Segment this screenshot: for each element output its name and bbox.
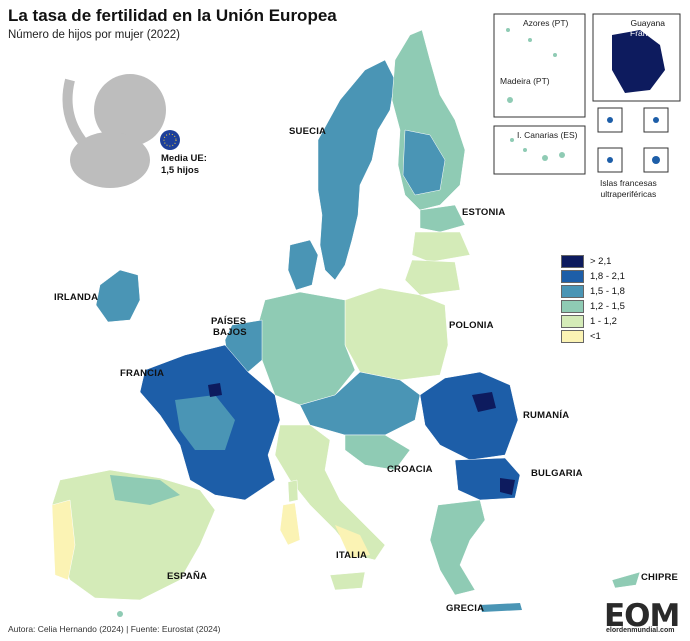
- romania-region: [419, 371, 519, 461]
- legend-swatch-4: [561, 315, 584, 328]
- central-region: [299, 371, 421, 436]
- legend-label-1: 1,8 - 2,1: [590, 271, 625, 282]
- label-francia: FRANCIA: [120, 368, 165, 379]
- denmark-region: [287, 239, 319, 291]
- legend-swatch-1: [561, 270, 584, 283]
- legend-item: 1,5 - 1,8: [561, 284, 625, 299]
- guayana-inset: [592, 13, 681, 102]
- germany-region: [257, 291, 356, 406]
- lithuania-region: [404, 259, 461, 296]
- sicily: [329, 571, 366, 591]
- france-lighter: [175, 395, 235, 450]
- label-polonia: POLONIA: [449, 320, 494, 331]
- italy-south: [335, 525, 370, 558]
- sardinia: [279, 502, 301, 546]
- poland-region: [344, 287, 449, 381]
- croatia-region: [344, 434, 411, 471]
- outermost-islands-inset: [597, 107, 669, 173]
- finland-south: [402, 129, 446, 196]
- estonia-region: [419, 204, 466, 233]
- legend-label-0: > 2,1: [590, 256, 612, 267]
- eu-flag-icon: [160, 130, 180, 150]
- romania-dark: [472, 392, 496, 412]
- eu-average-line1: Media UE:: [161, 153, 207, 164]
- label-paises-bajos: PAÍSES BAJOS: [211, 316, 247, 338]
- portugal-region: [51, 499, 76, 581]
- label-croacia: CROACIA: [387, 464, 433, 475]
- label-espana: ESPAÑA: [167, 571, 208, 582]
- legend-item: > 2,1: [561, 254, 625, 269]
- legend-swatch-5: [561, 330, 584, 343]
- label-italia: ITALIA: [336, 550, 368, 561]
- legend-label-2: 1,5 - 1,8: [590, 286, 625, 297]
- legend: > 2,1 1,8 - 2,1 1,5 - 1,8 1,2 - 1,5 1 - …: [561, 254, 625, 344]
- inset-madeira-label: Madeira (PT): [500, 76, 550, 86]
- eom-logo: EOM: [604, 598, 680, 634]
- guayana-shape: [612, 30, 665, 93]
- sweden-region: [317, 59, 396, 281]
- legend-item: 1,2 - 1,5: [561, 299, 625, 314]
- label-paises-bajos-line2: BAJOS: [213, 327, 247, 338]
- legend-swatch-0: [561, 255, 584, 268]
- latvia-region: [411, 231, 471, 263]
- page-title: La tasa de fertilidad en la Unión Europe…: [8, 6, 337, 25]
- crete: [480, 603, 522, 612]
- legend-swatch-2: [561, 285, 584, 298]
- inset-guayana-line2: Francesa: [630, 28, 666, 38]
- cyprus-region: [611, 571, 641, 589]
- label-suecia: SUECIA: [289, 126, 327, 137]
- footer-credits: Autora: Celia Hernando (2024) | Fuente: …: [8, 624, 221, 634]
- corsica: [287, 479, 299, 503]
- island-dots: [117, 28, 565, 617]
- spain-north: [110, 475, 180, 505]
- paris-dark: [208, 383, 222, 397]
- legend-label-4: 1 - 1,2: [590, 316, 617, 327]
- inset-azores-label: Azores (PT): [523, 18, 569, 28]
- canarias-inset: [493, 125, 586, 175]
- page-subtitle: Número de hijos por mujer (2022): [8, 29, 180, 41]
- inset-guayana-label: Guayana Francesa: [630, 18, 665, 38]
- eom-logo-url: elordenmundial.com: [606, 627, 675, 634]
- label-estonia: ESTONIA: [462, 207, 506, 218]
- label-irlanda: IRLANDA: [54, 292, 99, 303]
- outermost-islands-shapes: [607, 117, 660, 164]
- legend-swatch-3: [561, 300, 584, 313]
- legend-item: <1: [561, 329, 625, 344]
- inset-islas-line1: Islas francesas: [600, 178, 657, 188]
- legend-item: 1,8 - 2,1: [561, 269, 625, 284]
- baby-fetus-icon: [62, 74, 166, 188]
- greece-region: [429, 499, 486, 596]
- legend-item: 1 - 1,2: [561, 314, 625, 329]
- label-rumania: RUMANÍA: [523, 410, 570, 421]
- inset-islas-line2: ultraperiféricas: [600, 189, 657, 199]
- legend-label-3: 1,2 - 1,5: [590, 301, 625, 312]
- label-chipre: CHIPRE: [641, 572, 679, 583]
- eu-average-label: Media UE: 1,5 hijos: [161, 153, 207, 177]
- legend-label-5: <1: [590, 331, 601, 342]
- inset-canarias-label: I. Canarias (ES): [517, 130, 578, 140]
- label-grecia: GRECIA: [446, 603, 485, 614]
- eu-average-line2: 1,5 hijos: [161, 165, 200, 176]
- ireland-region: [95, 269, 141, 323]
- azores-madeira-inset: [493, 13, 586, 118]
- inset-guayana-line1: Guayana: [630, 18, 665, 28]
- inset-islas-label: Islas francesas ultraperiféricas: [600, 178, 657, 200]
- bulgaria-dark: [500, 478, 515, 495]
- label-bulgaria: BULGARIA: [531, 468, 583, 479]
- label-paises-bajos-line1: PAÍSES: [211, 316, 247, 327]
